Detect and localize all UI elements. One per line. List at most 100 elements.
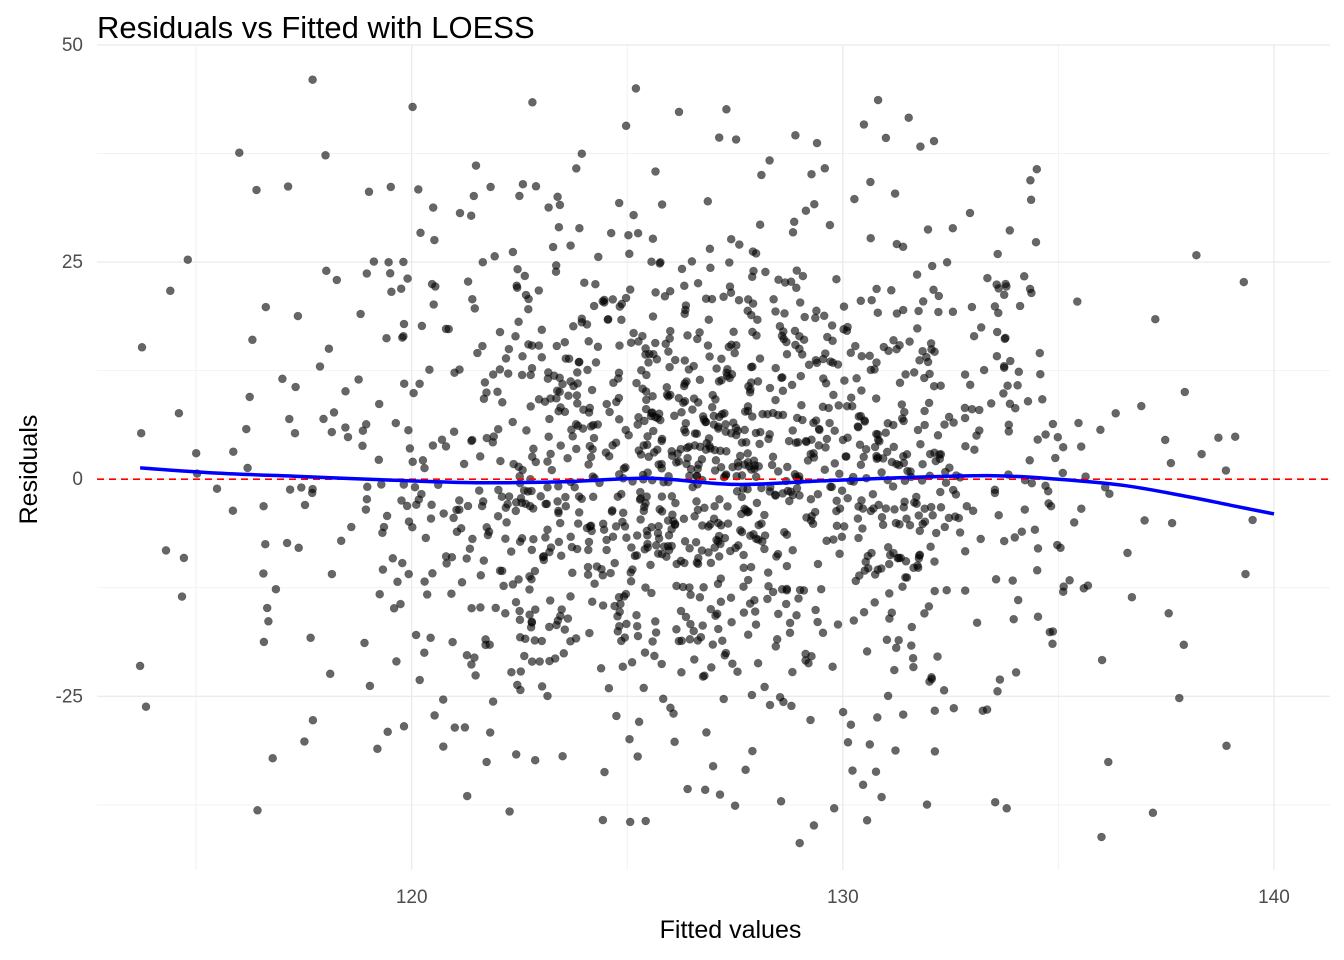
data-point	[961, 441, 970, 451]
data-point	[460, 723, 470, 732]
data-point	[940, 522, 950, 532]
data-point	[723, 502, 732, 511]
data-point	[525, 610, 534, 620]
data-point	[999, 389, 1008, 398]
data-point	[833, 620, 843, 629]
data-point	[639, 441, 649, 450]
data-point	[726, 593, 736, 603]
data-point	[521, 499, 531, 509]
data-point	[800, 312, 810, 322]
data-point	[782, 462, 792, 472]
data-point	[524, 340, 533, 349]
data-point	[737, 492, 747, 502]
data-point	[707, 402, 717, 412]
data-point	[282, 538, 292, 548]
data-point	[362, 494, 372, 504]
data-point	[579, 405, 588, 415]
data-point	[813, 617, 822, 627]
data-point	[294, 543, 304, 553]
data-point	[729, 327, 738, 337]
data-point	[1003, 381, 1012, 391]
data-point	[622, 533, 631, 543]
data-point	[564, 354, 574, 364]
data-point	[743, 630, 753, 640]
data-point	[651, 167, 660, 176]
data-point	[711, 455, 721, 465]
data-point	[399, 319, 409, 329]
data-point	[677, 264, 687, 274]
data-point	[566, 241, 575, 250]
data-point	[450, 723, 460, 732]
data-point	[780, 309, 789, 318]
data-point	[543, 457, 552, 466]
data-point	[648, 426, 658, 436]
data-point	[839, 522, 849, 531]
data-point	[489, 432, 499, 441]
data-point	[1004, 427, 1014, 436]
data-point	[809, 448, 818, 458]
data-point	[685, 543, 694, 553]
data-point	[477, 501, 487, 511]
data-point	[583, 365, 592, 375]
data-point	[791, 283, 801, 293]
data-point	[183, 255, 193, 265]
data-point	[659, 542, 669, 551]
data-point	[986, 399, 996, 408]
data-point	[455, 208, 465, 218]
data-point	[354, 375, 363, 384]
data-point	[955, 528, 965, 537]
data-point	[726, 234, 736, 244]
data-point	[306, 633, 315, 643]
data-point	[1027, 478, 1037, 488]
data-point	[706, 663, 716, 672]
data-point	[650, 617, 660, 626]
data-point	[691, 537, 701, 547]
data-point	[841, 452, 851, 461]
data-point	[846, 348, 856, 358]
data-point	[719, 694, 729, 704]
data-point	[632, 531, 642, 540]
data-point	[811, 416, 821, 425]
data-point	[428, 568, 437, 578]
data-point	[859, 452, 869, 462]
data-point	[855, 440, 865, 450]
y-tick-label: -25	[56, 686, 83, 707]
data-point	[617, 315, 626, 325]
data-point	[553, 192, 562, 202]
data-point	[722, 105, 731, 114]
data-point	[776, 796, 786, 806]
data-point	[553, 497, 562, 506]
data-point	[923, 225, 933, 234]
data-point	[705, 520, 715, 529]
data-point	[771, 642, 781, 651]
data-point	[813, 489, 823, 499]
data-point	[285, 485, 295, 494]
data-point	[563, 453, 572, 463]
data-point	[527, 574, 536, 584]
data-point	[665, 326, 675, 336]
data-point	[448, 637, 457, 647]
data-point	[761, 267, 770, 277]
data-point	[1137, 401, 1146, 411]
data-point	[743, 457, 753, 467]
data-point	[545, 596, 555, 605]
data-point	[518, 351, 527, 361]
data-point	[760, 544, 769, 554]
data-point	[358, 426, 368, 436]
data-point	[358, 441, 367, 451]
data-point	[894, 460, 904, 470]
data-point	[628, 565, 637, 574]
data-point	[643, 468, 653, 477]
data-point	[252, 185, 261, 195]
data-point	[1222, 741, 1231, 751]
data-point	[1033, 544, 1043, 553]
data-point	[944, 513, 954, 523]
data-point	[965, 380, 975, 390]
data-point	[455, 365, 464, 374]
data-point	[821, 378, 831, 388]
data-point	[878, 520, 888, 530]
data-point	[719, 292, 728, 302]
data-point	[708, 761, 718, 771]
data-point	[376, 480, 386, 489]
data-point	[960, 586, 970, 595]
